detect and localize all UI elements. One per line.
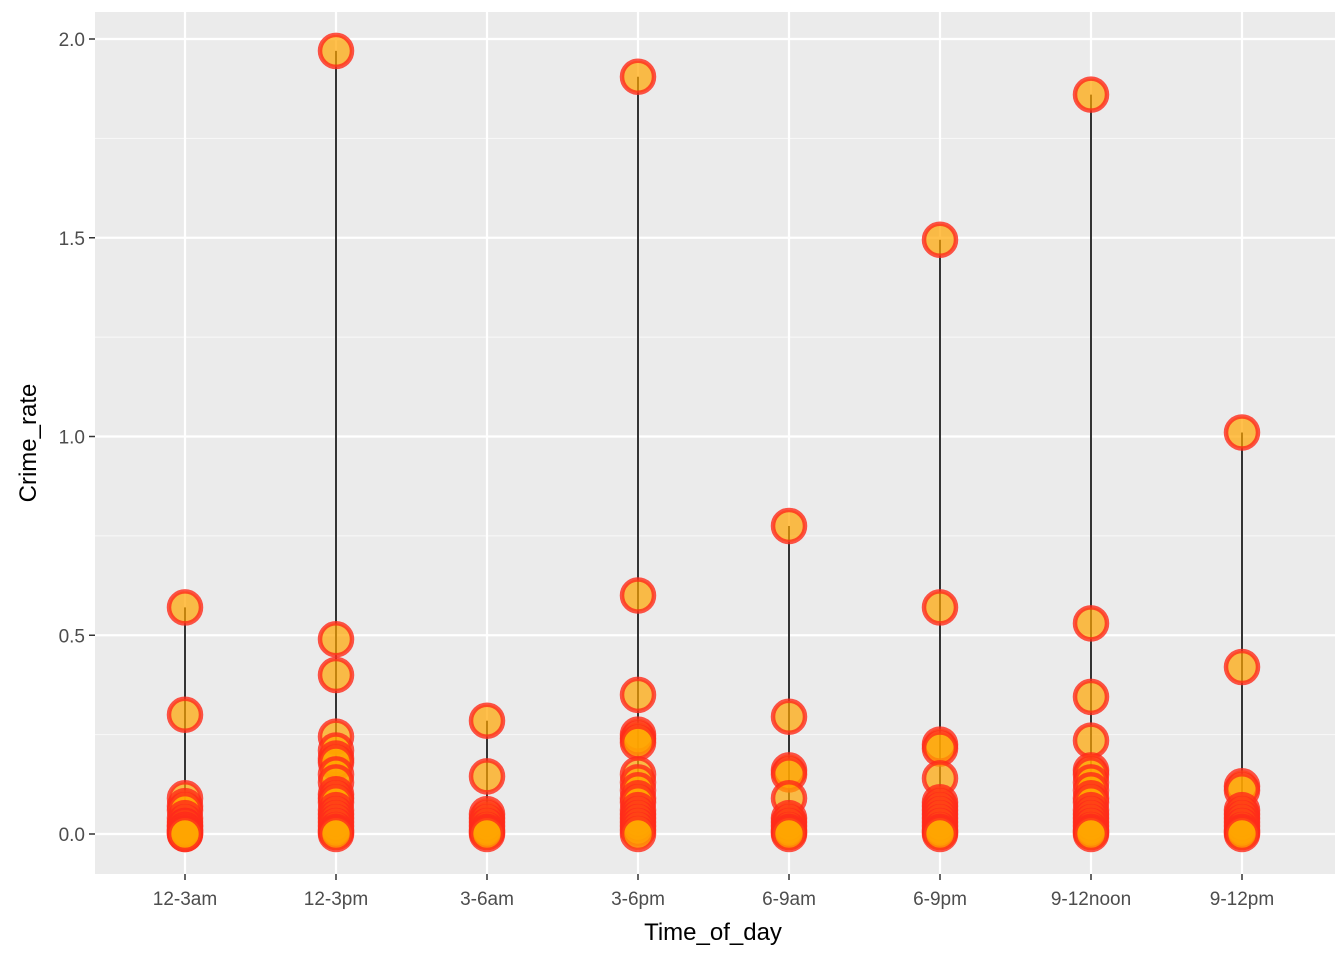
x-tick-label: 3-6am: [460, 889, 514, 910]
data-point: [468, 758, 506, 795]
data-point: [468, 702, 506, 739]
data-point: [1072, 678, 1110, 716]
data-point: [166, 815, 204, 853]
data-point: [468, 815, 506, 853]
data-point: [770, 815, 808, 853]
data-point: [770, 507, 808, 545]
y-axis: 0.0 0.5 1.0 1.5 2.0: [59, 30, 95, 846]
data-point: [619, 724, 657, 761]
y-tick-label: 1.5: [59, 229, 85, 250]
data-point: [619, 58, 657, 96]
x-tick-label: 6-9pm: [913, 889, 967, 910]
x-tick-label: 9-12noon: [1051, 889, 1131, 910]
data-point: [1223, 414, 1261, 451]
y-tick-label: 1.0: [59, 428, 85, 449]
plot-panel: [95, 12, 1335, 874]
x-tick-label: 3-6pm: [611, 889, 665, 910]
data-point: [1072, 815, 1110, 853]
minor-gridlines: [95, 137, 1335, 736]
y-axis-title: Crime_rate: [15, 384, 42, 503]
data-point: [317, 620, 355, 658]
data-point: [921, 221, 959, 258]
data-point: [921, 589, 959, 626]
y-tick-label: 0.0: [59, 825, 85, 846]
data-point: [619, 815, 657, 853]
data-point: [1072, 76, 1110, 113]
y-tick-label: 2.0: [59, 30, 85, 51]
x-axis: 12-3am 12-3pm 3-6am 3-6pm 6-9am 6-9pm 9-12noon…: [153, 874, 1274, 910]
data-point: [317, 656, 355, 694]
data-points: [166, 32, 1261, 853]
data-point: [770, 698, 808, 735]
y-tick-label: 0.5: [59, 626, 85, 647]
x-tick-label: 12-3am: [153, 889, 217, 910]
data-point: [1223, 815, 1261, 853]
x-axis-title: Time_of_day: [644, 919, 782, 946]
x-tick-label: 12-3pm: [304, 889, 368, 910]
data-point: [317, 815, 355, 853]
data-point: [317, 32, 355, 70]
data-point: [1072, 722, 1110, 759]
data-point: [921, 815, 959, 853]
data-point: [1223, 648, 1261, 686]
data-point: [619, 577, 657, 614]
data-point: [166, 589, 204, 626]
x-tick-label: 6-9am: [762, 889, 816, 910]
data-point: [1072, 605, 1110, 642]
x-tick-label: 9-12pm: [1210, 889, 1274, 910]
data-point: [166, 696, 204, 733]
data-point: [619, 676, 657, 714]
data-point: [921, 730, 959, 767]
